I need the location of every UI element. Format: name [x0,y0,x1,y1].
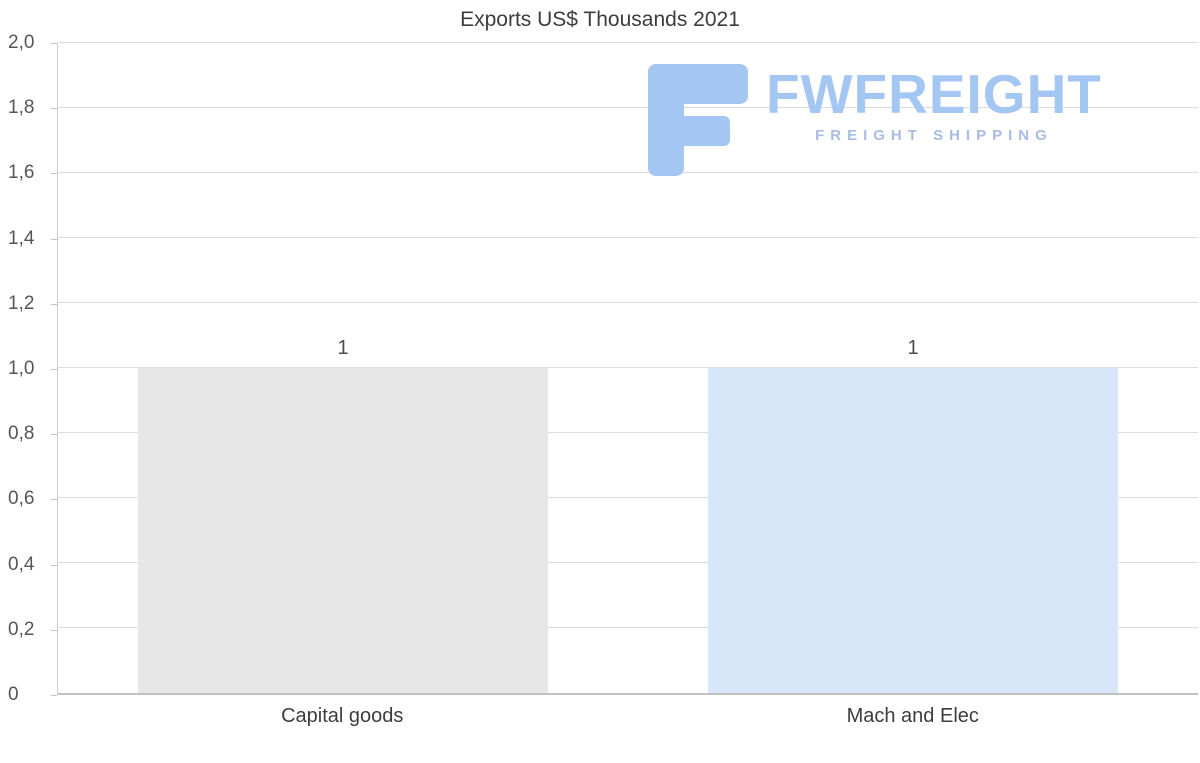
y-tick-label: 1,4 [8,227,35,249]
gridline [58,497,1198,498]
y-tick-label: 1,0 [8,358,35,379]
gridline [58,42,1198,43]
y-tick-mark [51,238,57,240]
y-tick-label: 0,2 [8,618,35,640]
y-axis: 0 0,2 0,4 0,6 0,8 1,0 1,2 1,4 1,6 1,8 2,0 [0,33,57,705]
fwfreight-logo-icon [648,64,748,176]
gridline [58,627,1198,628]
y-tick-label: 0,4 [8,553,35,575]
logo-text: FWFREIGHT FREIGHT SHIPPING [766,64,1102,144]
y-tick-label: 2,0 [8,32,35,53]
y-tick-mark [51,108,57,110]
y-tick-mark [51,629,57,631]
brand-watermark: FWFREIGHT FREIGHT SHIPPING [648,64,1102,176]
gridline [58,562,1198,563]
brand-name: FWFREIGHT [766,63,1102,125]
y-tick-mark [51,499,57,501]
bar-mach-and-elec [707,368,1119,693]
chart-title: Exports US$ Thousands 2021 [460,8,740,31]
y-tick-label: 1,2 [8,292,35,314]
y-tick-mark [51,564,57,566]
gridline [58,302,1198,303]
gridline [58,237,1198,238]
gridline [58,172,1198,173]
bar-value-label: 1 [907,337,919,359]
y-tick-mark [51,173,57,175]
gridline [58,107,1198,108]
y-tick-label: 0,8 [8,423,35,445]
y-tick-mark [51,695,57,696]
x-axis-labels: Capital goods Mach and Elec [57,705,1198,728]
bar-value-label: 1 [337,337,349,359]
bar-capital-goods [137,368,549,693]
y-tick-mark [51,434,57,436]
x-category-label: Capital goods [281,705,404,727]
y-tick-mark [51,303,57,305]
gridline [58,367,1198,368]
gridline [58,432,1198,433]
brand-tagline: FREIGHT SHIPPING [815,126,1053,144]
y-tick-mark [51,369,57,370]
y-tick-label: 0,6 [8,488,35,510]
y-tick-label: 0 [8,684,19,705]
y-tick-label: 1,8 [8,97,35,119]
y-tick-mark [51,43,57,44]
y-tick-label: 1,6 [8,162,35,184]
x-category-label: Mach and Elec [846,705,979,727]
